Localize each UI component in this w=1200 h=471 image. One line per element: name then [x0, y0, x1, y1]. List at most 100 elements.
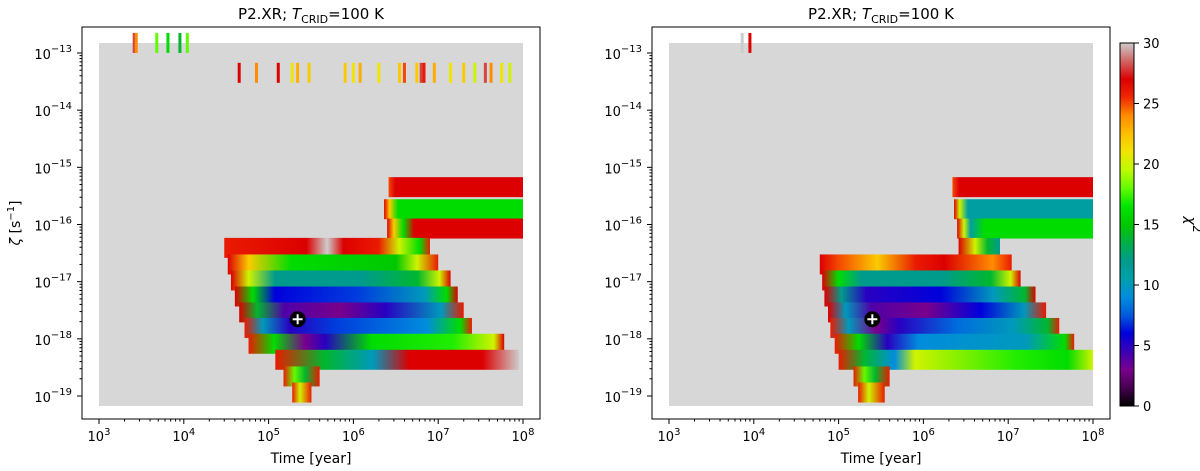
- heatmap-line-1-6: [343, 62, 347, 83]
- colorbar-tick-label: 20: [1143, 158, 1160, 173]
- x-tick-label: 103: [658, 427, 681, 445]
- x-tick-label: 104: [742, 427, 765, 445]
- y-tick-label: 10−16: [604, 216, 642, 235]
- x-tick-label: 105: [257, 427, 280, 445]
- left-heatmap-panel: 103 104 105 106 107 108 10−1310−1410−1510−161…: [6, 5, 541, 467]
- heatmap-row-7: [824, 286, 1036, 307]
- heatmap-line-1-8: [358, 62, 362, 83]
- x-tick-label: 104: [172, 427, 195, 445]
- heatmap-row-1: [952, 177, 1093, 198]
- left-x-axis-label: Time [year]: [270, 451, 352, 467]
- heatmap-line-1-0: [237, 62, 241, 83]
- heatmap-line-1-11: [402, 62, 406, 83]
- heatmap-line-0-1: [748, 32, 752, 53]
- heatmap-row-11: [838, 349, 1093, 370]
- heatmap-line-1-4: [296, 62, 300, 83]
- right-x-ticks: 103 104 105 106 107 108: [658, 419, 1105, 445]
- y-tick-label: 10−17: [34, 273, 72, 292]
- colorbar-tick-label: 10: [1143, 279, 1160, 294]
- heatmap-row-9: [830, 317, 1060, 338]
- heatmap-row-13: [858, 382, 885, 403]
- x-tick-label: 107: [427, 427, 450, 445]
- y-tick-label: 10−15: [604, 158, 642, 177]
- colorbar-gradient: [1119, 42, 1135, 407]
- left-y-ticks: 10−13 10−14 10−15 10−16 10−17 10−18 10−19: [34, 44, 82, 406]
- heatmap-row-6: [227, 254, 439, 275]
- y-tick-label: 10−19: [34, 387, 72, 406]
- y-tick-label: 10−14: [34, 101, 72, 120]
- right-axes-frame: [651, 26, 1111, 420]
- heatmap-line-0-0: [740, 32, 744, 53]
- heatmap-line-1-7: [351, 62, 355, 83]
- y-tick-label: 10−17: [604, 273, 642, 292]
- left-axes-frame: [81, 26, 541, 420]
- heatmap-line-1-21: [500, 62, 504, 83]
- heatmap-row-8: [234, 286, 458, 307]
- colorbar-ticks: 0 5 10 15 20 25 30: [1134, 37, 1160, 415]
- x-tick-label: 103: [88, 427, 111, 445]
- colorbar-tick-label: 15: [1143, 219, 1160, 234]
- heatmap-line-1-5: [307, 62, 311, 83]
- x-tick-label: 106: [912, 427, 935, 445]
- heatmap-line-1-12: [415, 62, 419, 83]
- heatmap-line-1-1: [255, 62, 259, 83]
- y-tick-label: 10−15: [34, 158, 72, 177]
- y-tick-label: 10−18: [34, 330, 72, 349]
- heatmap-row-5: [224, 237, 430, 258]
- heatmap-row-14: [292, 382, 312, 403]
- colorbar-label: χ2: [1182, 216, 1200, 233]
- heatmap-row-11: [248, 333, 505, 354]
- right-chart-title: P2.XR; TCRID=100 K: [808, 5, 955, 26]
- heatmap-line-1-9: [377, 62, 381, 83]
- heatmap-line-1-18: [473, 62, 477, 83]
- heatmap-line-0-0: [132, 32, 136, 53]
- x-tick-label: 108: [512, 427, 535, 445]
- heatmap-row-2: [388, 177, 523, 198]
- y-tick-label: 10−19: [604, 387, 642, 406]
- heatmap-row-13: [283, 366, 320, 387]
- colorbar: 0 5 10 15 20 25 30 χ2: [1119, 37, 1200, 415]
- right-heatmap-panel: 103 104 105 106 107 108 10−1310−1410−1510−161…: [604, 5, 1111, 467]
- y-tick-label: 10−16: [34, 216, 72, 235]
- heatmap-line-1-16: [449, 62, 453, 83]
- left-x-ticks: 103 104 105 106 107 108: [88, 419, 535, 445]
- heatmap-line-0-2: [155, 32, 159, 53]
- heatmap-row-8: [828, 302, 1047, 323]
- heatmap-line-1-3: [290, 62, 294, 83]
- heatmap-line-1-20: [489, 62, 493, 83]
- x-tick-label: 107: [997, 427, 1020, 445]
- y-tick-label: 10−18: [604, 330, 642, 349]
- heatmap-row-12: [853, 366, 890, 387]
- heatmap-line-0-1: [134, 32, 138, 53]
- right-x-axis-label: Time [year]: [840, 451, 922, 467]
- colorbar-tick-label: 30: [1143, 37, 1160, 52]
- heatmap-line-1-13: [419, 62, 423, 83]
- heatmap-line-1-2: [276, 62, 280, 83]
- right-best-fit-marker: [864, 311, 881, 328]
- heatmap-row-4: [387, 218, 523, 239]
- heatmap-line-1-22: [508, 62, 512, 83]
- heatmap-line-1-15: [432, 62, 436, 83]
- colorbar-tick-label: 5: [1143, 340, 1151, 355]
- colorbar-tick-label: 0: [1143, 400, 1151, 415]
- heatmap-line-0-4: [178, 32, 182, 53]
- heatmap-row-7: [230, 270, 451, 291]
- colorbar-tick-label: 25: [1143, 98, 1160, 113]
- x-tick-label: 108: [1082, 427, 1105, 445]
- y-tick-label: 10−13: [34, 44, 72, 63]
- heatmap-line-1-19: [483, 62, 487, 83]
- left-best-fit-marker: [289, 311, 306, 328]
- heatmap-row-3: [957, 218, 1093, 239]
- heatmap-row-5: [819, 254, 1012, 275]
- left-heatmap-cells: [132, 32, 523, 403]
- right-heatmap-cells: [740, 32, 1093, 403]
- heatmap-line-0-3: [166, 32, 170, 53]
- heatmap-line-1-17: [462, 62, 466, 83]
- heatmap-row-6: [822, 270, 1021, 291]
- y-tick-label: 10−14: [604, 101, 642, 120]
- heatmap-row-12: [275, 349, 520, 370]
- left-chart-title: P2.XR; TCRID=100 K: [238, 5, 385, 26]
- right-y-ticks: 10−13 10−14 10−15 10−16 10−17 10−18 10−19: [604, 44, 652, 406]
- x-tick-label: 105: [827, 427, 850, 445]
